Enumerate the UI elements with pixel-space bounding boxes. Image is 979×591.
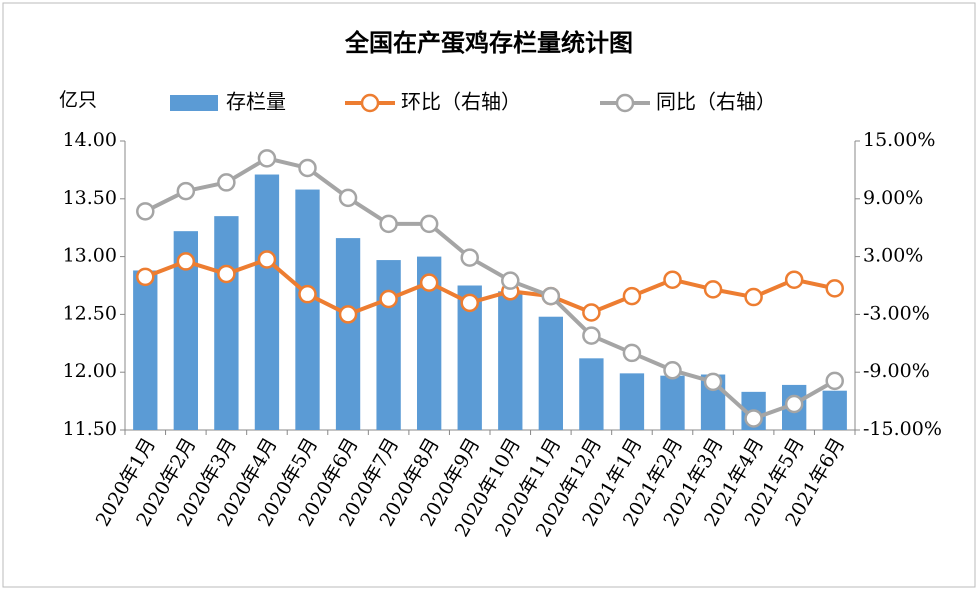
line-marker — [825, 371, 844, 391]
bar — [538, 316, 563, 430]
bar — [660, 375, 685, 430]
line-marker — [663, 270, 682, 289]
line-marker — [338, 188, 358, 208]
bar — [133, 270, 158, 430]
y2-tick-label: 3.00% — [863, 245, 923, 267]
line-marker — [460, 248, 479, 267]
bar — [579, 358, 604, 430]
bar — [254, 174, 280, 430]
bar — [498, 291, 523, 430]
line-marker — [136, 202, 155, 221]
line-marker — [541, 286, 561, 306]
legend-marker — [360, 93, 380, 113]
line-marker — [622, 343, 642, 363]
bar — [214, 216, 239, 430]
y2-tick-label: 9.00% — [863, 187, 923, 209]
legend-marker — [615, 93, 635, 113]
y2-tick-label: -9.00% — [863, 360, 930, 382]
line-marker — [217, 264, 236, 284]
line-marker — [298, 284, 317, 304]
line-marker — [825, 279, 844, 298]
y-tick-label: 14.00 — [63, 129, 117, 151]
line-marker — [298, 158, 317, 178]
line-marker — [703, 372, 723, 392]
line-marker — [582, 303, 601, 322]
y-tick-label: 12.50 — [63, 302, 117, 324]
y2-tick-label: -15.00% — [863, 418, 942, 440]
line-marker — [257, 250, 277, 269]
line-marker — [622, 286, 642, 306]
line-marker — [176, 252, 196, 271]
bar — [295, 189, 320, 430]
line-marker — [217, 173, 236, 192]
line-marker — [419, 273, 439, 292]
y-tick-label: 13.00 — [63, 245, 117, 267]
y-tick-label: 13.50 — [63, 187, 117, 209]
line-marker — [582, 326, 601, 345]
y-tick-label: 12.00 — [63, 360, 117, 382]
bar — [822, 390, 847, 430]
line-marker — [176, 181, 196, 201]
y-tick-label: 11.50 — [63, 418, 117, 440]
line-marker — [460, 293, 479, 313]
chart-title: 全国在产蛋鸡存栏量统计图 — [344, 29, 633, 57]
legend-swatch — [170, 95, 218, 111]
bar — [376, 260, 401, 430]
line-marker — [338, 305, 358, 324]
legend-label: 同比（右轴） — [656, 90, 776, 114]
line-marker — [784, 394, 804, 414]
legend-label: 存栏量 — [226, 90, 286, 114]
line-marker — [136, 267, 155, 287]
bar — [335, 238, 361, 430]
bar — [619, 373, 645, 430]
y2-tick-label: 15.00% — [863, 129, 935, 151]
line-marker — [663, 361, 682, 380]
line-marker — [257, 149, 277, 168]
line-marker — [419, 214, 439, 234]
y2-tick-label: -3.00% — [863, 302, 930, 324]
line-marker — [379, 214, 398, 234]
line-marker — [744, 287, 763, 307]
line-marker — [744, 409, 763, 428]
line-marker — [379, 289, 398, 309]
line-marker — [784, 270, 804, 289]
line-marker — [501, 271, 520, 290]
y-axis-label: 亿只 — [59, 89, 97, 111]
legend-label: 环比（右轴） — [401, 90, 521, 114]
line-marker — [703, 280, 723, 299]
